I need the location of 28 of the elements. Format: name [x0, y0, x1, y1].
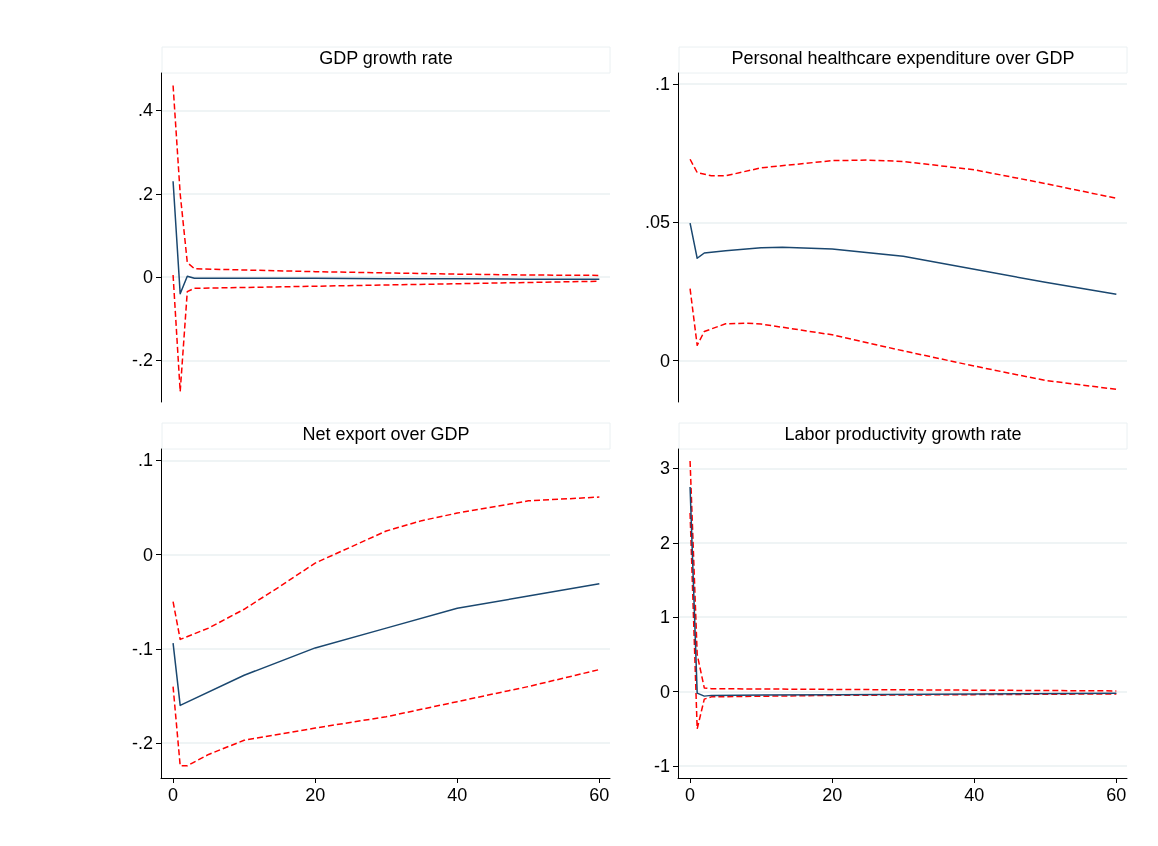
x-tick-label: 60: [1106, 785, 1127, 805]
y-tick-label: 1: [659, 607, 670, 628]
x-tick-label: 40: [447, 785, 468, 805]
x-tick-label: 60: [589, 785, 610, 805]
y-tick-label: 0: [142, 267, 153, 288]
chart-title: Labor productivity growth rate: [784, 424, 1022, 444]
y-tick-label: .4: [137, 100, 153, 121]
y-tick-label: 0: [659, 350, 670, 371]
y-tick-label: 0: [659, 681, 670, 702]
y-tick-label: -1: [653, 756, 670, 777]
chart-title: Personal healthcare expenditure over GDP: [731, 48, 1075, 68]
y-tick-label: 0: [142, 544, 153, 565]
y-tick-label: .2: [137, 183, 153, 204]
x-tick-label: 0: [685, 785, 696, 805]
x-tick-label: 0: [168, 785, 179, 805]
y-tick-label: -.2: [131, 733, 153, 754]
y-tick-label: -.1: [131, 638, 153, 659]
x-tick-label: 20: [822, 785, 843, 805]
y-tick-label: .1: [654, 74, 670, 95]
x-tick-label: 40: [964, 785, 985, 805]
y-tick-label: 3: [659, 458, 670, 479]
y-tick-label: -.2: [131, 350, 153, 371]
x-tick-label: 20: [305, 785, 326, 805]
chart-title: GDP growth rate: [319, 48, 453, 68]
y-tick-label: .1: [137, 450, 153, 471]
chart-title: Net export over GDP: [302, 424, 470, 444]
y-tick-label: .05: [644, 212, 670, 233]
y-tick-label: 2: [659, 532, 670, 553]
